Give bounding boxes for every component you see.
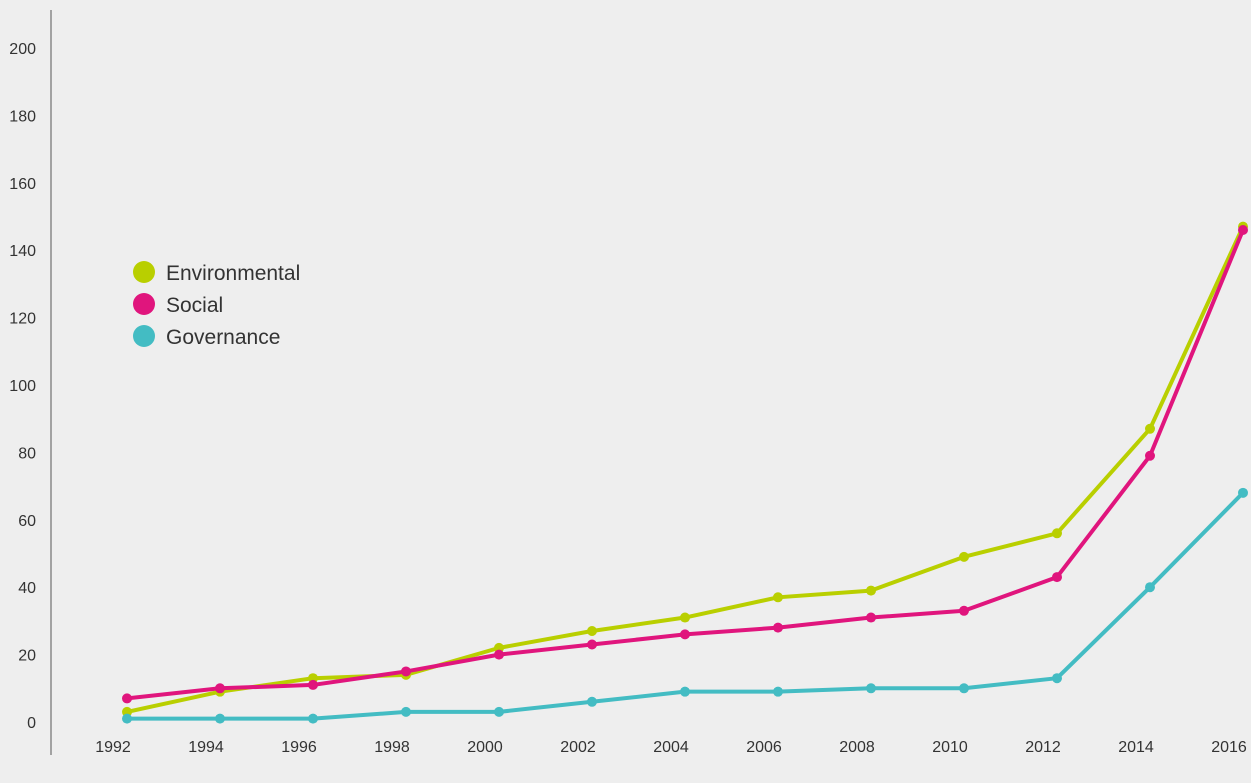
data-point — [587, 639, 597, 650]
series-line — [125, 227, 1245, 701]
x-tick-label: 2004 — [653, 739, 689, 756]
data-point — [215, 713, 225, 724]
data-point — [959, 683, 969, 694]
x-tick-label: 1994 — [188, 739, 224, 756]
legend-swatch — [133, 325, 155, 347]
data-point — [494, 649, 504, 660]
legend: Environmental Social Governance — [133, 261, 300, 349]
x-tick-label: 2002 — [560, 739, 596, 756]
data-point — [866, 683, 876, 694]
x-axis-ticks: 1992 1994 1996 1998 2000 2002 2004 2006 2008 2010… — [95, 739, 1247, 756]
x-tick-label: 2014 — [1118, 739, 1154, 756]
y-tick-label: 160 — [9, 176, 36, 193]
legend-swatch — [133, 261, 155, 283]
data-point — [1145, 450, 1155, 461]
data-point — [773, 622, 783, 633]
data-point — [680, 629, 690, 640]
x-tick-label: 2006 — [746, 739, 782, 756]
x-tick-label: 2010 — [932, 739, 968, 756]
legend-swatch — [133, 293, 155, 315]
series-environmental — [122, 221, 1248, 717]
y-tick-label: 140 — [9, 243, 36, 260]
data-point — [308, 713, 318, 724]
x-tick-label: 1992 — [95, 739, 131, 756]
y-tick-label: 20 — [18, 648, 36, 665]
data-point — [773, 686, 783, 697]
x-tick-label: 1996 — [281, 739, 317, 756]
series-social — [122, 224, 1248, 704]
y-tick-label: 80 — [18, 445, 36, 462]
data-point — [122, 713, 132, 724]
legend-label: Environmental — [166, 262, 300, 285]
y-tick-label: 180 — [9, 108, 36, 125]
data-point — [866, 612, 876, 623]
y-tick-label: 120 — [9, 311, 36, 328]
legend-label: Social — [166, 294, 223, 317]
legend-label: Governance — [166, 326, 280, 349]
x-tick-label: 2000 — [467, 739, 503, 756]
data-point — [308, 679, 318, 690]
data-point — [494, 706, 504, 717]
data-point — [1052, 572, 1062, 583]
data-point — [959, 551, 969, 562]
series-governance — [122, 487, 1248, 724]
data-point — [959, 605, 969, 616]
data-point — [587, 626, 597, 637]
x-tick-label: 2012 — [1025, 739, 1061, 756]
data-point — [1145, 423, 1155, 434]
data-point — [1238, 224, 1248, 235]
x-tick-label: 1998 — [374, 739, 410, 756]
data-point — [773, 592, 783, 603]
series-layer — [122, 221, 1248, 724]
y-tick-label: 100 — [9, 378, 36, 395]
y-tick-label: 200 — [9, 41, 36, 58]
y-tick-label: 60 — [18, 513, 36, 530]
data-point — [1238, 487, 1248, 498]
data-point — [587, 696, 597, 707]
y-tick-label: 40 — [18, 580, 36, 597]
x-tick-label: 2016 — [1211, 739, 1247, 756]
x-tick-label: 2008 — [839, 739, 875, 756]
data-point — [1052, 528, 1062, 539]
data-point — [866, 585, 876, 596]
data-point — [680, 612, 690, 623]
data-point — [1052, 673, 1062, 684]
data-point — [401, 706, 411, 717]
data-point — [1145, 582, 1155, 593]
y-tick-label: 0 — [27, 715, 36, 732]
data-point — [122, 693, 132, 704]
data-point — [680, 686, 690, 697]
data-point — [401, 666, 411, 677]
data-point — [215, 683, 225, 694]
y-axis-ticks: 0 20 40 60 80 100 120 140 160 180 200 — [9, 41, 36, 732]
